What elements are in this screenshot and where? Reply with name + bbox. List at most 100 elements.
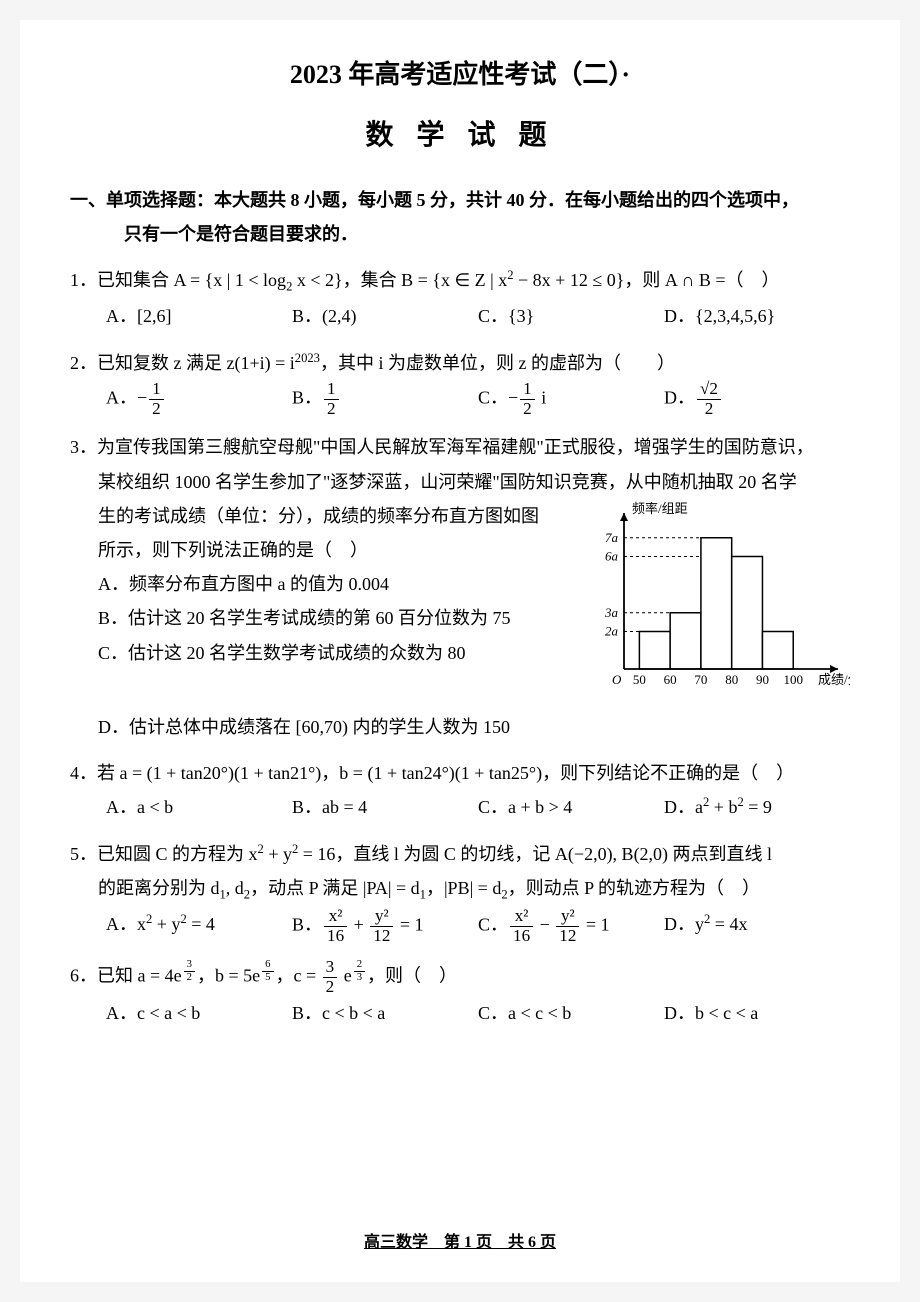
q2-sup: 2023 xyxy=(295,351,320,365)
d: 2 xyxy=(520,400,535,419)
n2: y² xyxy=(370,907,393,927)
q3-opt-b: B．估计这 20 名学生考试成绩的第 60 百分位数为 75 xyxy=(70,601,572,635)
t4: ，|PB| = d xyxy=(426,878,501,898)
d: 3 xyxy=(354,972,365,984)
question-5: 5．已知圆 C 的方程为 x2 + y2 = 16，直线 l 为圆 C 的切线，… xyxy=(70,837,850,946)
t: A．x xyxy=(106,914,146,934)
t2: , d xyxy=(226,878,244,898)
t5: ，则动点 P 的轨迹方程为（ ） xyxy=(508,878,760,898)
section-line1: 一、单项选择题：本大题共 8 小题，每小题 5 分，共计 40 分．在每小题给出… xyxy=(70,190,799,210)
question-2: 2．已知复数 z 满足 z(1+i) = i2023，其中 i 为虚数单位，则 … xyxy=(70,346,850,419)
q2-opt-b: B．12 xyxy=(292,380,478,419)
d2: 12 xyxy=(556,927,579,946)
q4-opt-d: D．a2 + b2 = 9 xyxy=(664,790,850,824)
t: B． xyxy=(292,915,322,935)
svg-text:60: 60 xyxy=(664,672,677,687)
svg-text:50: 50 xyxy=(633,672,646,687)
histogram-chart: 频率/组距2a3a6a7a5060708090100O成绩/分 xyxy=(580,499,850,710)
t3: ，动点 P 满足 |PA| = d xyxy=(250,878,420,898)
svg-text:7a: 7a xyxy=(605,530,619,545)
q2-t2: ，其中 i 为虚数单位，则 z 的虚部为（ ） xyxy=(320,353,675,373)
q2-opt-d: D．√22 xyxy=(664,380,850,419)
svg-text:2a: 2a xyxy=(605,623,619,638)
q4-opt-a: A．a < b xyxy=(106,790,292,824)
n: √2 xyxy=(697,380,721,400)
svg-text:成绩/分: 成绩/分 xyxy=(818,672,850,687)
exam-subtitle: 数 学 试 题 xyxy=(70,109,850,162)
question-6: 6．已知 a = 4e32，b = 5e65，c = 32 e23，则（ ） A… xyxy=(70,958,850,1031)
q3-l4: 所示，则下列说法正确的是（ ） xyxy=(70,533,572,567)
q3-l2: 某校组织 1000 名学生参加了"逐梦深蓝，山河荣耀"国防知识竞赛，从中随机抽取… xyxy=(70,465,850,499)
q3-opt-a: A．频率分布直方图中 a 的值为 0.004 xyxy=(70,567,572,601)
q1-opt-b: B．(2,4) xyxy=(292,299,478,333)
t2: + b xyxy=(709,797,737,817)
q4-stem: 4．若 a = (1 + tan20°)(1 + tan21°)，b = (1 … xyxy=(70,756,850,790)
q4-options: A．a < b B．ab = 4 C．a + b > 4 D．a2 + b2 =… xyxy=(106,790,850,824)
m: − xyxy=(535,915,554,935)
section-1-heading: 一、单项选择题：本大题共 8 小题，每小题 5 分，共计 40 分．在每小题给出… xyxy=(70,183,850,251)
d: 16 xyxy=(324,927,347,946)
footer-text: 高三数学 第 1 页 共 6 页 xyxy=(364,1234,556,1251)
q3-l1: 3．为宣传我国第三艘航空母舰"中国人民解放军海军福建舰"正式服役，增强学生的国防… xyxy=(70,430,850,464)
t3: = 16，直线 l 为圆 C 的切线，记 A(−2,0), B(2,0) 两点到… xyxy=(298,844,772,864)
question-3: 3．为宣传我国第三艘航空母舰"中国人民解放军海军福建舰"正式服役，增强学生的国防… xyxy=(70,430,850,744)
t2: i xyxy=(537,387,547,407)
svg-text:70: 70 xyxy=(694,672,707,687)
svg-text:6a: 6a xyxy=(605,548,619,563)
q5-options: A．x2 + y2 = 4 B．x²16 + y²12 = 1 C．x²16 −… xyxy=(106,907,850,946)
svg-text:80: 80 xyxy=(725,672,738,687)
svg-text:O: O xyxy=(612,672,622,687)
q2-stem: 2．已知复数 z 满足 z(1+i) = i2023，其中 i 为虚数单位，则 … xyxy=(70,353,675,373)
n: 3 xyxy=(323,958,338,978)
q4-opt-b: B．ab = 4 xyxy=(292,790,478,824)
q5-line1: 5．已知圆 C 的方程为 x2 + y2 = 16，直线 l 为圆 C 的切线，… xyxy=(70,837,850,871)
q1-opt-a: A．[2,6] xyxy=(106,299,292,333)
t: C．− xyxy=(478,387,518,407)
n2: y² xyxy=(556,907,579,927)
t: 5．已知圆 C 的方程为 x xyxy=(70,844,258,864)
q4-opt-c: C．a + b > 4 xyxy=(478,790,664,824)
section-line2: 只有一个是符合题目要求的． xyxy=(70,224,358,244)
q6-options: A．c < a < b B．c < b < a C．a < c < b D．b … xyxy=(106,996,850,1030)
t2: = 4x xyxy=(710,914,747,934)
d: 2 xyxy=(324,400,339,419)
page-footer: 高三数学 第 1 页 共 6 页 xyxy=(20,1228,900,1258)
q6-opt-c: C．a < c < b xyxy=(478,996,664,1030)
t: B． xyxy=(292,387,322,407)
q5-opt-c: C．x²16 − y²12 = 1 xyxy=(478,907,664,946)
e: = 1 xyxy=(581,915,609,935)
d: 16 xyxy=(510,927,533,946)
q2-t1: 2．已知复数 z 满足 z(1+i) = i xyxy=(70,353,295,373)
q5-opt-a: A．x2 + y2 = 4 xyxy=(106,907,292,946)
question-4: 4．若 a = (1 + tan20°)(1 + tan21°)，b = (1 … xyxy=(70,756,850,824)
q6-opt-a: A．c < a < b xyxy=(106,996,292,1030)
d: 2 xyxy=(697,400,721,419)
svg-text:100: 100 xyxy=(783,672,803,687)
n: 6 xyxy=(262,959,273,972)
d: 2 xyxy=(184,972,195,984)
question-1: 1．已知集合 A = {x | 1 < log2 x < 2}，集合 B = {… xyxy=(70,263,850,334)
n: 1 xyxy=(324,380,339,400)
t: C． xyxy=(478,915,508,935)
t: D．a xyxy=(664,797,703,817)
d: 5 xyxy=(262,972,273,984)
q1-text3: − 8x + 12 ≤ 0}，则 A ∩ B =（ ） xyxy=(514,270,780,290)
t2: ，b = 5e xyxy=(197,965,260,985)
q5-opt-b: B．x²16 + y²12 = 1 xyxy=(292,907,478,946)
q5-line2: 的距离分别为 d1, d2，动点 P 满足 |PA| = d1，|PB| = d… xyxy=(70,871,850,908)
q1-opt-d: D．{2,3,4,5,6} xyxy=(664,299,850,333)
d: 2 xyxy=(323,978,338,997)
t3: = 4 xyxy=(187,914,215,934)
t: A．− xyxy=(106,387,147,407)
e: = 1 xyxy=(395,915,423,935)
n: 1 xyxy=(520,380,535,400)
q3-opt-d: D．估计总体中成绩落在 [60,70) 内的学生人数为 150 xyxy=(70,710,850,744)
q6-opt-b: B．c < b < a xyxy=(292,996,478,1030)
t3: = 9 xyxy=(744,797,772,817)
q2-options: A．−12 B．12 C．−12 i D．√22 xyxy=(106,380,850,419)
p: + xyxy=(349,915,368,935)
n: x² xyxy=(510,907,533,927)
n: 3 xyxy=(184,959,195,972)
exam-title: 2023 年高考适应性考试（二）· xyxy=(70,50,850,99)
t: 6．已知 a = 4e xyxy=(70,965,182,985)
